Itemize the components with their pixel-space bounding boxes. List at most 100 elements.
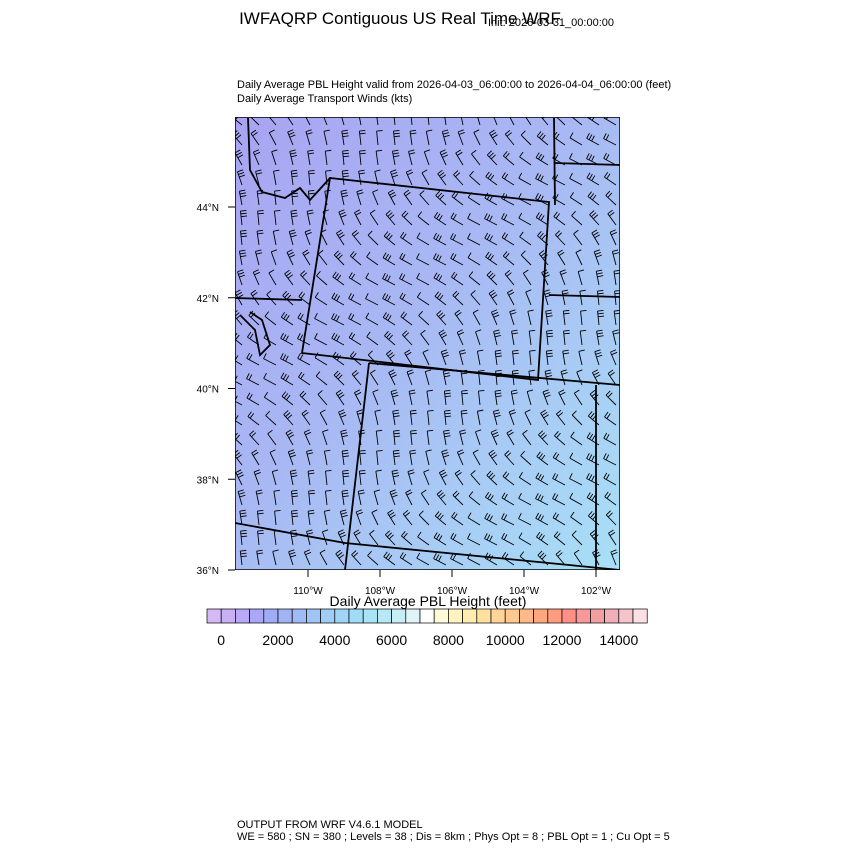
wind-barb bbox=[604, 491, 617, 506]
wind-barb bbox=[586, 472, 600, 486]
wind-barb bbox=[263, 353, 277, 366]
wind-barb bbox=[509, 117, 515, 126]
wind-barb bbox=[255, 249, 263, 266]
wind-barb bbox=[560, 369, 568, 386]
wind-barb bbox=[372, 189, 379, 206]
wind-barb bbox=[470, 290, 481, 306]
wind-barb bbox=[503, 151, 515, 166]
wind-barb bbox=[573, 549, 583, 566]
wind-barb bbox=[285, 429, 295, 446]
wind-barb bbox=[519, 151, 532, 166]
wind-barb bbox=[416, 272, 430, 286]
wind-barb bbox=[333, 250, 345, 266]
wind-barb bbox=[269, 449, 277, 466]
wind-barb bbox=[353, 529, 362, 546]
wind-barb bbox=[359, 150, 366, 166]
wind-barb bbox=[374, 409, 381, 426]
wind-barb bbox=[406, 369, 414, 386]
wind-barb bbox=[342, 150, 350, 166]
wind-barb bbox=[393, 117, 396, 126]
colorbar-swatch bbox=[590, 608, 605, 624]
wind-barb bbox=[264, 311, 277, 326]
wind-barb bbox=[555, 550, 566, 566]
wind-barb bbox=[416, 552, 430, 566]
wind-barb bbox=[433, 272, 447, 286]
wind-barb bbox=[456, 329, 465, 346]
wind-barb bbox=[358, 129, 366, 146]
wind-barb bbox=[484, 232, 498, 246]
wind-barb bbox=[484, 552, 498, 566]
wind-barb bbox=[369, 369, 379, 386]
wind-barb bbox=[528, 329, 536, 346]
wind-barb bbox=[594, 349, 603, 366]
wind-barb bbox=[461, 390, 468, 406]
wind-barb bbox=[341, 489, 349, 506]
wind-barb bbox=[538, 249, 549, 266]
wind-barb bbox=[611, 249, 620, 266]
wind-barb bbox=[467, 252, 481, 266]
wind-barb bbox=[391, 469, 400, 486]
wind-barb bbox=[493, 117, 498, 126]
wind-barb bbox=[384, 330, 396, 346]
wind-barb bbox=[579, 289, 586, 306]
wind-barb bbox=[586, 432, 600, 446]
wind-barb bbox=[444, 117, 447, 126]
wind-barb bbox=[501, 232, 515, 246]
wind-barb bbox=[426, 389, 433, 406]
wind-barb bbox=[540, 409, 549, 426]
wind-barb bbox=[573, 229, 583, 246]
wind-barb bbox=[433, 532, 447, 546]
wind-barb bbox=[324, 149, 332, 166]
wind-barb bbox=[235, 374, 243, 386]
wind-barb bbox=[287, 117, 294, 126]
colorbar-swatch bbox=[320, 608, 336, 624]
wind-barb bbox=[306, 449, 314, 466]
wind-barb bbox=[240, 229, 248, 246]
wind-barb bbox=[603, 472, 617, 486]
wind-barb bbox=[351, 230, 362, 246]
wind-barb bbox=[589, 210, 600, 226]
wind-barb bbox=[612, 329, 620, 346]
wind-barb bbox=[442, 369, 451, 386]
wind-barb bbox=[237, 269, 246, 286]
wind-barb bbox=[468, 271, 481, 286]
wind-barb bbox=[471, 149, 481, 166]
wind-barb bbox=[371, 509, 379, 526]
wind-barb bbox=[519, 231, 532, 246]
wind-barb bbox=[512, 349, 519, 366]
wind-barb bbox=[332, 351, 345, 366]
wind-barb bbox=[435, 190, 447, 206]
wind-barb bbox=[238, 189, 247, 206]
wind-barb bbox=[372, 389, 379, 406]
wind-barb bbox=[375, 469, 382, 486]
wind-barb bbox=[467, 233, 481, 246]
wind-barb bbox=[587, 511, 600, 526]
wind-barb bbox=[538, 430, 549, 446]
wind-barb bbox=[552, 493, 566, 506]
wind-barb bbox=[256, 549, 264, 566]
wind-barb bbox=[388, 369, 397, 386]
wind-barb bbox=[335, 389, 345, 406]
wind-barb bbox=[540, 117, 549, 126]
wind-barb bbox=[489, 129, 498, 146]
colorbar-swatch bbox=[462, 608, 478, 624]
wind-barb bbox=[527, 309, 534, 326]
wind-barb bbox=[416, 292, 430, 306]
wind-barb bbox=[393, 129, 401, 146]
wind-barb bbox=[340, 189, 349, 206]
wind-barb bbox=[399, 292, 413, 306]
wind-barb bbox=[390, 169, 399, 186]
wind-barb bbox=[349, 251, 362, 266]
wind-barb bbox=[288, 229, 297, 246]
wind-barb bbox=[333, 370, 345, 386]
wind-barb bbox=[405, 169, 414, 186]
wind-barb bbox=[554, 430, 566, 446]
wind-barb bbox=[257, 530, 264, 546]
wind-barb bbox=[419, 190, 430, 206]
wind-barb bbox=[518, 492, 532, 506]
wind-barb bbox=[528, 369, 535, 386]
wind-barb bbox=[486, 270, 498, 286]
wind-barb bbox=[478, 389, 485, 406]
wind-barb bbox=[246, 373, 260, 386]
